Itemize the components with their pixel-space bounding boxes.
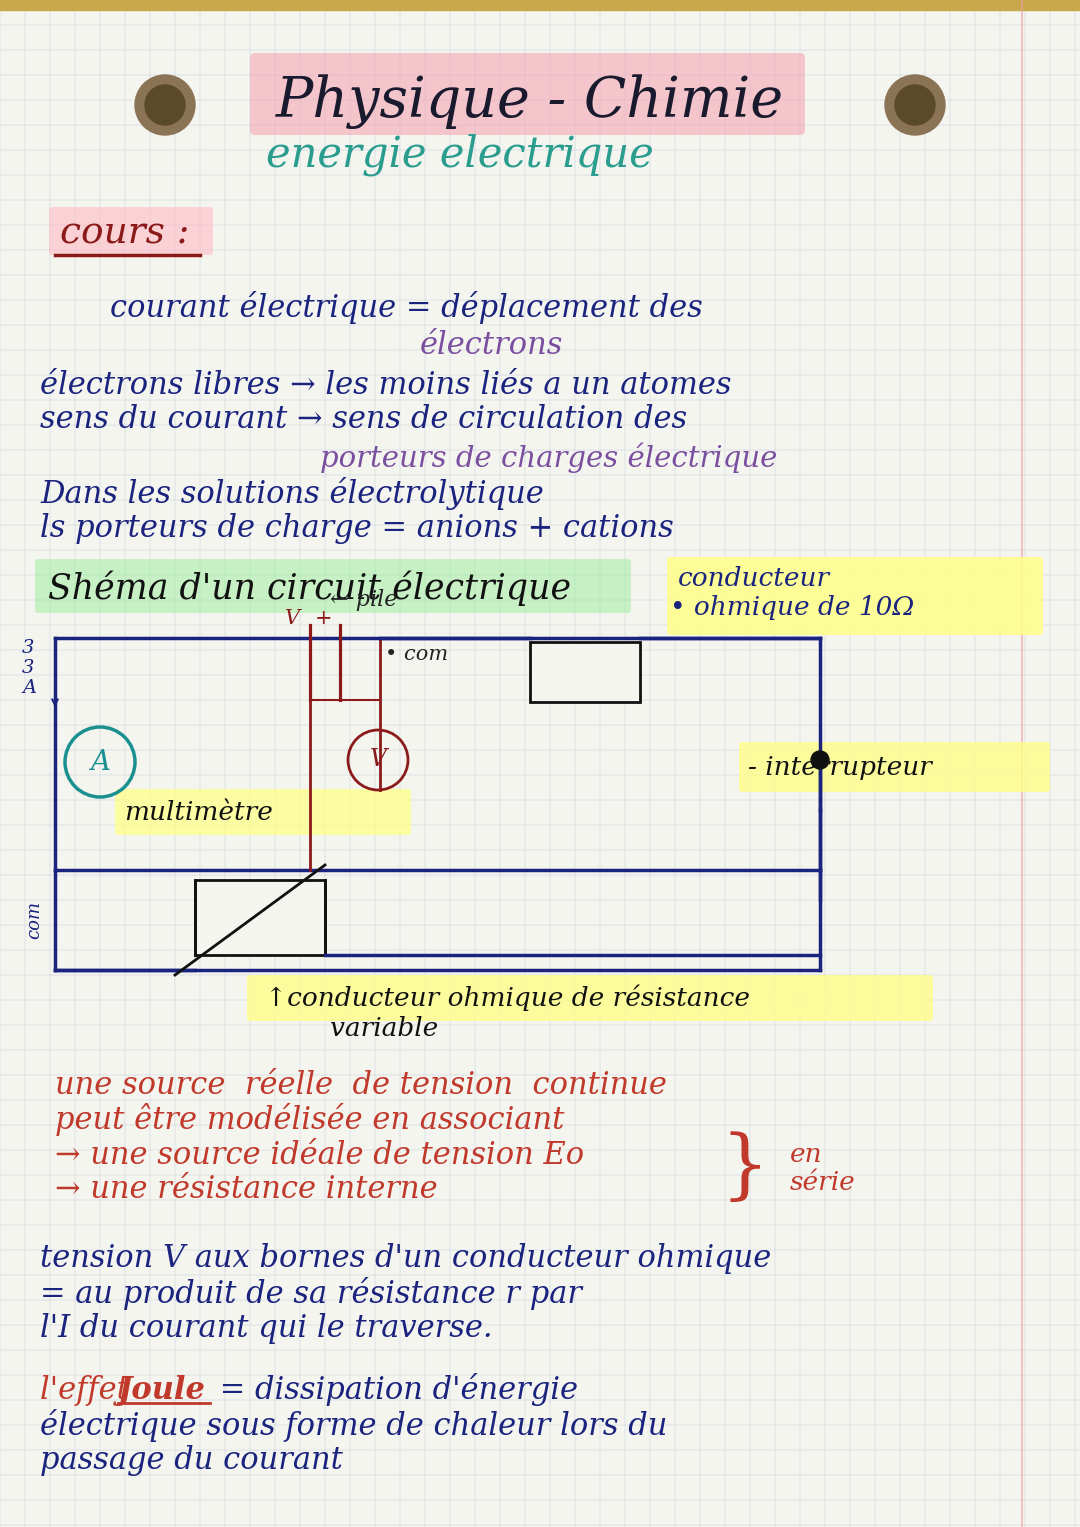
Text: l'I du courant qui le traverse.: l'I du courant qui le traverse. (40, 1313, 492, 1344)
Text: Dans les solutions électrolytique: Dans les solutions électrolytique (40, 476, 543, 510)
FancyBboxPatch shape (35, 559, 631, 612)
Text: conducteur: conducteur (678, 565, 831, 591)
Text: = dissipation d'énergie: = dissipation d'énergie (210, 1373, 578, 1406)
Text: électrons: électrons (420, 330, 564, 360)
Text: V: V (285, 608, 300, 628)
Text: A: A (90, 748, 110, 776)
Text: • com: • com (384, 646, 448, 664)
Text: sens du courant → sens de circulation des: sens du courant → sens de circulation de… (40, 405, 687, 435)
Text: • ohmique de 10Ω: • ohmique de 10Ω (670, 594, 915, 620)
FancyBboxPatch shape (739, 742, 1050, 793)
Text: cours :: cours : (60, 215, 189, 250)
Text: tension V aux bornes d'un conducteur ohmique: tension V aux bornes d'un conducteur ohm… (40, 1243, 771, 1274)
Text: courant électrique = déplacement des: courant électrique = déplacement des (110, 292, 703, 325)
Text: série: série (789, 1170, 855, 1194)
Text: V: V (369, 748, 387, 771)
Text: Shéma d'un circuit électrique: Shéma d'un circuit électrique (48, 570, 571, 606)
Text: variable: variable (330, 1015, 438, 1040)
Text: +: + (315, 608, 333, 628)
Circle shape (811, 751, 829, 770)
Text: → une résistance interne: → une résistance interne (55, 1174, 437, 1205)
Circle shape (145, 86, 185, 125)
Text: électrique sous forme de chaleur lors du: électrique sous forme de chaleur lors du (40, 1408, 667, 1441)
Circle shape (885, 75, 945, 134)
FancyBboxPatch shape (49, 208, 213, 255)
Text: passage du courant: passage du courant (40, 1445, 342, 1475)
FancyBboxPatch shape (247, 976, 933, 1022)
Text: électrons libres → les moins liés a un atomes: électrons libres → les moins liés a un a… (40, 370, 731, 400)
Text: l'effet: l'effet (40, 1374, 138, 1405)
Text: ← pile: ← pile (330, 589, 397, 611)
Text: ↑conducteur ohmique de résistance: ↑conducteur ohmique de résistance (265, 985, 750, 1011)
Text: porteurs de charges électrique: porteurs de charges électrique (320, 443, 778, 473)
Text: → une source idéale de tension Eo: → une source idéale de tension Eo (55, 1139, 584, 1171)
Text: A: A (22, 680, 36, 696)
Text: com: com (25, 901, 43, 939)
Text: Joule: Joule (118, 1374, 206, 1405)
Text: en: en (789, 1142, 823, 1168)
Text: }: } (720, 1132, 769, 1205)
Text: - interrupteur: - interrupteur (748, 754, 932, 779)
FancyBboxPatch shape (114, 789, 411, 835)
FancyBboxPatch shape (667, 557, 1043, 635)
Text: peut être modélisée en associant: peut être modélisée en associant (55, 1104, 565, 1136)
FancyBboxPatch shape (530, 641, 640, 702)
Text: une source  réelle  de tension  continue: une source réelle de tension continue (55, 1069, 666, 1101)
Text: ls porteurs de charge = anions + cations: ls porteurs de charge = anions + cations (40, 513, 674, 544)
Text: energie electrique: energie electrique (266, 134, 653, 176)
Text: multimètre: multimètre (124, 800, 273, 825)
FancyBboxPatch shape (249, 53, 805, 134)
Text: = au produit de sa résistance r par: = au produit de sa résistance r par (40, 1277, 582, 1310)
Text: 3: 3 (22, 660, 35, 676)
FancyBboxPatch shape (195, 880, 325, 954)
Text: 3: 3 (22, 638, 35, 657)
Text: Physique - Chimie: Physique - Chimie (275, 75, 784, 130)
Circle shape (895, 86, 935, 125)
Circle shape (135, 75, 195, 134)
Text: r: r (576, 657, 591, 687)
